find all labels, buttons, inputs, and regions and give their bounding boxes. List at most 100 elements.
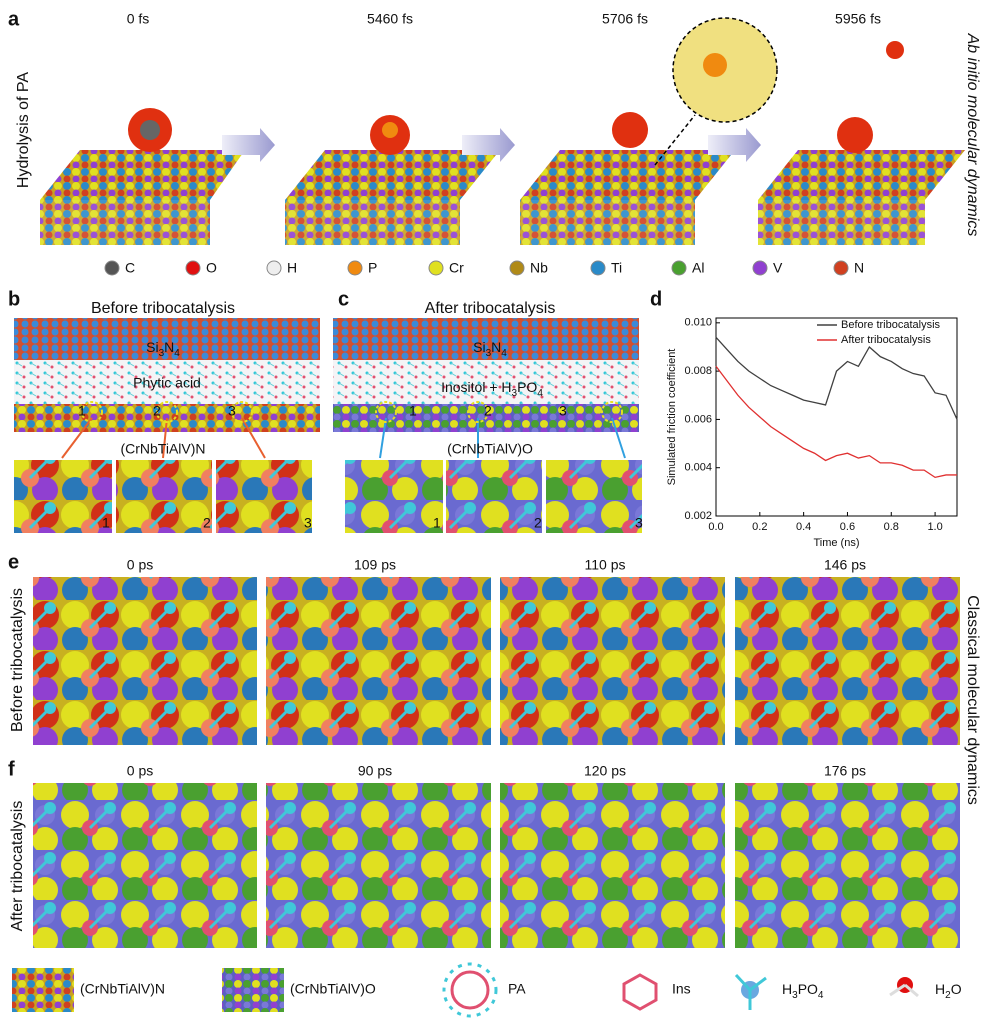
element-swatch xyxy=(833,260,849,276)
time-label: 0 fs xyxy=(127,11,150,27)
element-label: Al xyxy=(692,260,704,276)
x-tick-label: 0.6 xyxy=(840,521,855,533)
time-label: 176 ps xyxy=(824,763,866,779)
formula-part: 4 xyxy=(501,348,507,359)
formula-part: 4 xyxy=(174,348,180,359)
time-label: 0 ps xyxy=(127,557,153,573)
formula-part: PO xyxy=(798,981,818,997)
site-number: 2 xyxy=(153,403,161,419)
time-label: 5956 fs xyxy=(835,11,881,27)
element-label: C xyxy=(125,260,135,276)
time-label: 109 ps xyxy=(354,557,396,573)
substrate: (CrNbTiAlV)N xyxy=(120,441,205,457)
site-number: 1 xyxy=(78,403,86,419)
formula-part: H xyxy=(782,981,792,997)
legend-label: (CrNbTiAlV)N xyxy=(80,981,165,997)
y-tick-label: 0.004 xyxy=(684,462,712,474)
panel-letter: a xyxy=(8,8,20,30)
formula-part: 3 xyxy=(792,990,798,1001)
plot-frame xyxy=(715,317,958,517)
panel-title: Before tribocatalysis xyxy=(91,300,235,317)
element-swatch xyxy=(590,260,606,276)
formula-part: N xyxy=(164,339,174,355)
panel-letter: b xyxy=(8,288,20,310)
formula-part: Si xyxy=(473,339,485,355)
method-label: Ab initio molecular dynamics xyxy=(964,33,981,237)
x-tick-label: 1.0 xyxy=(927,521,942,533)
element-label: O xyxy=(206,260,217,276)
y-axis-label: Simulated friction coefficient xyxy=(666,349,678,486)
panel-letter: e xyxy=(8,551,19,573)
formula-part: 4 xyxy=(818,990,824,1001)
method-label: Classical molecular dynamics xyxy=(964,595,981,805)
time-label: 5706 fs xyxy=(602,11,648,27)
line-series xyxy=(715,365,957,479)
formula-part: Inositol + H xyxy=(441,379,511,395)
side-label: Before tribocatalysis xyxy=(9,588,26,732)
formula-part: 3 xyxy=(512,388,518,399)
x-tick-label: 0.4 xyxy=(796,521,811,533)
time-label: 146 ps xyxy=(824,557,866,573)
time-label: 0 ps xyxy=(127,763,153,779)
y-tick-label: 0.002 xyxy=(684,510,712,522)
element-label: Ti xyxy=(611,260,622,276)
site-number: 2 xyxy=(203,515,211,531)
time-label: 90 ps xyxy=(358,763,392,779)
element-swatch xyxy=(752,260,768,276)
side-label: Hydrolysis of PA xyxy=(15,72,32,189)
formula-part: Si xyxy=(146,339,158,355)
site-number: 1 xyxy=(409,403,417,419)
legend-label: H3PO4 xyxy=(782,981,824,1001)
site-number: 3 xyxy=(559,403,567,419)
legend-label: (CrNbTiAlV)O xyxy=(290,981,376,997)
site-number: 3 xyxy=(635,515,643,531)
panel-title: After tribocatalysis xyxy=(425,300,556,317)
formula-part: 3 xyxy=(486,348,492,359)
element-swatch xyxy=(509,260,525,276)
x-tick-label: 0.2 xyxy=(752,521,767,533)
panel-ef-art xyxy=(12,577,960,1018)
panel-letter: c xyxy=(338,288,349,310)
legend-label: H2O xyxy=(935,981,962,1001)
panel-a-art xyxy=(40,17,965,245)
element-swatch xyxy=(428,260,444,276)
site-number: 1 xyxy=(433,515,441,531)
y-tick-label: 0.008 xyxy=(684,365,712,377)
counterface: Si3N4 xyxy=(473,339,507,359)
element-label: V xyxy=(773,260,783,276)
element-swatch xyxy=(104,260,120,276)
element-label: Nb xyxy=(530,260,548,276)
element-swatch xyxy=(185,260,201,276)
y-tick-label: 0.010 xyxy=(684,317,712,329)
formula-part: O xyxy=(951,981,962,997)
element-label: Cr xyxy=(449,260,464,276)
legend-label: After tribocatalysis xyxy=(841,334,931,346)
element-swatch xyxy=(671,260,687,276)
formula-part: PO xyxy=(517,379,537,395)
formula-part: 3 xyxy=(159,348,165,359)
site-number: 3 xyxy=(228,403,236,419)
panel-letter: f xyxy=(8,758,15,780)
lubricant: Phytic acid xyxy=(133,375,201,391)
formula-part: H xyxy=(935,981,945,997)
element-label: H xyxy=(287,260,297,276)
x-tick-label: 0.0 xyxy=(708,521,723,533)
formula-part: 4 xyxy=(537,388,543,399)
line-series xyxy=(715,336,958,420)
element-label: N xyxy=(854,260,864,276)
formula-part: 2 xyxy=(945,990,951,1001)
time-label: 120 ps xyxy=(584,763,626,779)
panel-bc-art xyxy=(14,318,642,533)
legend-label: Before tribocatalysis xyxy=(841,319,941,331)
element-label: P xyxy=(368,260,377,276)
element-swatch xyxy=(266,260,282,276)
site-number: 3 xyxy=(304,515,312,531)
substrate: (CrNbTiAlV)O xyxy=(447,441,533,457)
legend-label: PA xyxy=(508,981,526,997)
site-number: 2 xyxy=(484,403,492,419)
time-label: 5460 fs xyxy=(367,11,413,27)
panel-letter: d xyxy=(650,288,662,310)
x-axis-label: Time (ns) xyxy=(813,537,859,549)
side-label: After tribocatalysis xyxy=(9,801,26,932)
